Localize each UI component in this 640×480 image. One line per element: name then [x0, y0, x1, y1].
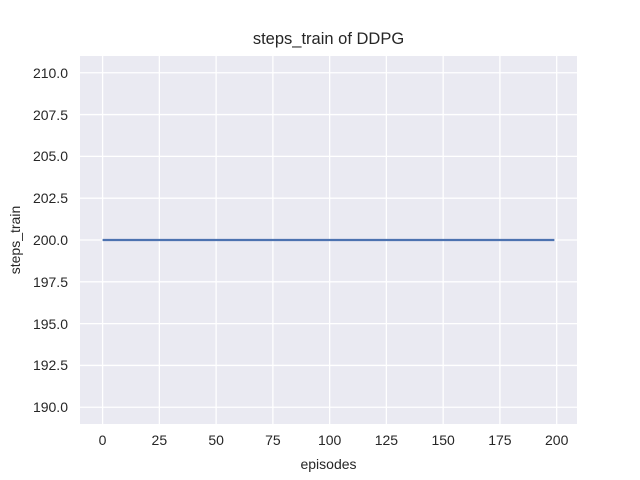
x-tick-label: 125: [374, 432, 399, 448]
x-tick-label: 175: [488, 432, 512, 448]
y-tick-label: 205.0: [32, 148, 68, 165]
x-tick-label: 50: [208, 432, 224, 448]
x-tick-label: 200: [544, 432, 569, 448]
plot-canvas: [80, 56, 577, 424]
chart-title: steps_train of DDPG: [252, 30, 405, 48]
y-tick-label: 200.0: [32, 232, 68, 248]
y-tick-label: 207.5: [32, 106, 68, 123]
x-tick-label: 25: [151, 432, 168, 448]
x-tick-label: 100: [317, 432, 342, 448]
y-tick-label: 197.5: [32, 273, 68, 290]
y-tick-label: 202.5: [32, 190, 68, 207]
x-tick-label: 150: [431, 432, 455, 448]
x-axis-label: episodes: [300, 456, 357, 472]
x-tick-label: 75: [265, 432, 281, 448]
y-tick-label: 195.0: [32, 315, 68, 332]
y-tick-label: 192.5: [32, 357, 68, 374]
plot-area: [80, 56, 577, 424]
x-tick-label: 0: [98, 432, 107, 448]
y-tick-label: 190.0: [32, 399, 68, 416]
y-tick-label: 210.0: [32, 64, 68, 81]
